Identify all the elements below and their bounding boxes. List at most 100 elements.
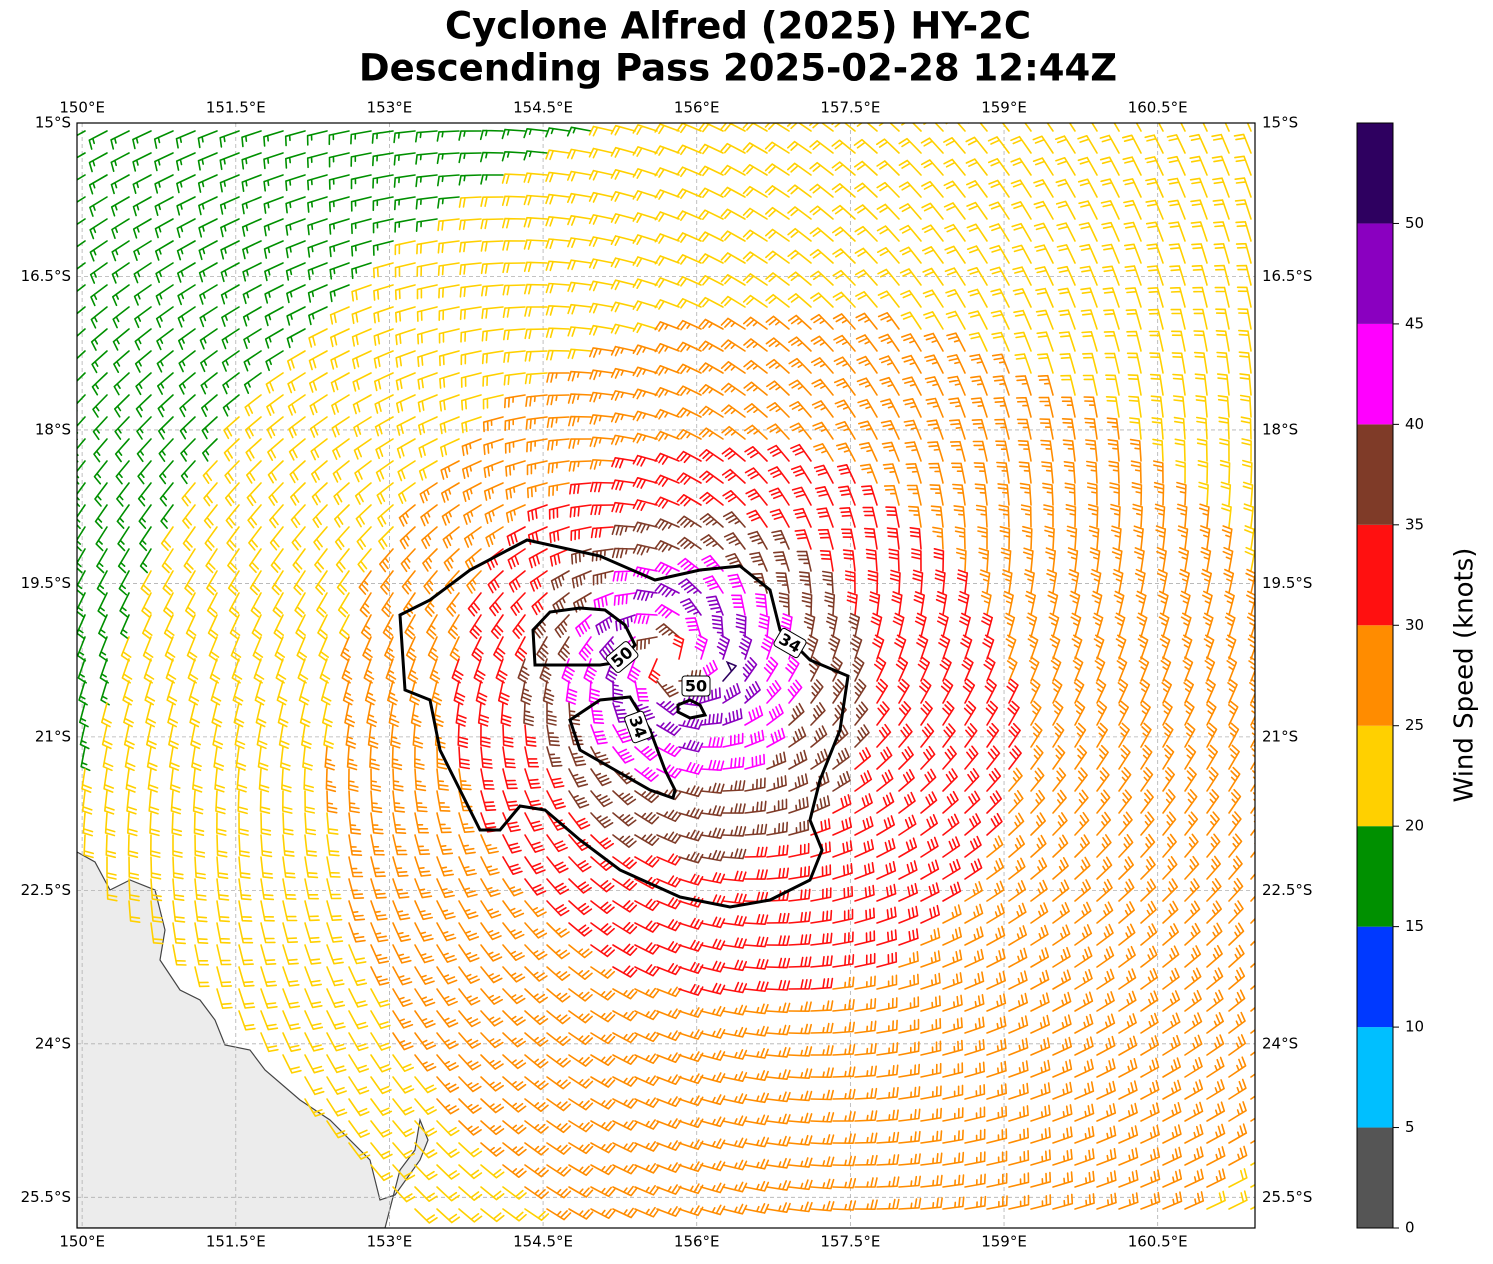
wind-barb bbox=[921, 224, 944, 242]
wind-barb bbox=[209, 658, 221, 684]
wind-barb bbox=[1228, 811, 1242, 836]
wind-barb bbox=[755, 593, 768, 616]
wind-barb bbox=[340, 636, 351, 662]
wind-barb bbox=[949, 419, 966, 440]
wind-barb bbox=[546, 372, 570, 383]
wind-barb bbox=[1162, 945, 1180, 968]
wind-barb bbox=[523, 239, 548, 250]
wind-barb bbox=[656, 1074, 682, 1085]
wind-barb bbox=[1118, 945, 1136, 968]
wind-barb bbox=[524, 856, 546, 875]
y-tick-label-left: 18°S bbox=[35, 420, 71, 438]
wind-barb bbox=[722, 780, 746, 792]
wind-barb bbox=[788, 1201, 813, 1213]
wind-barb bbox=[437, 218, 460, 232]
wind-barb bbox=[392, 944, 412, 964]
wind-barb bbox=[242, 240, 262, 260]
wind-barb bbox=[1118, 1169, 1139, 1188]
wind-barb bbox=[501, 128, 526, 140]
wind-barb bbox=[1074, 700, 1086, 726]
wind-barb bbox=[744, 1203, 770, 1214]
wind-barb bbox=[787, 123, 812, 132]
wind-barb bbox=[590, 988, 616, 1001]
wind-barb bbox=[371, 130, 394, 144]
wind-barb bbox=[722, 490, 746, 506]
wind-barb bbox=[436, 1032, 459, 1050]
wind-barb bbox=[502, 834, 522, 854]
title: Cyclone Alfred (2025) HY-2C bbox=[445, 5, 1031, 48]
colorbar-segment bbox=[1357, 1027, 1393, 1128]
wind-barb bbox=[1243, 503, 1254, 528]
wind-barb bbox=[766, 1113, 791, 1125]
wind-barb bbox=[810, 1089, 834, 1101]
wind-barb bbox=[501, 195, 526, 207]
wind-barb bbox=[1014, 353, 1032, 374]
wind-barb bbox=[942, 745, 957, 770]
wind-barb bbox=[458, 218, 482, 231]
wind-barb bbox=[436, 944, 457, 963]
wind-barb bbox=[853, 160, 878, 176]
colorbar-tick-label: 40 bbox=[1405, 415, 1424, 433]
colorbar-segment bbox=[1357, 223, 1393, 324]
wind-barb bbox=[654, 430, 680, 442]
wind-barb bbox=[199, 328, 218, 350]
wind-barb bbox=[172, 900, 186, 923]
wind-barb bbox=[1074, 789, 1089, 814]
wind-barb bbox=[1096, 1035, 1116, 1056]
wind-barb bbox=[1110, 503, 1121, 528]
wind-barb bbox=[304, 812, 317, 836]
wind-barb bbox=[1228, 1123, 1248, 1144]
wind-barb bbox=[176, 218, 196, 238]
wind-barb bbox=[612, 856, 637, 870]
wind-barb bbox=[480, 174, 504, 185]
wind-barb bbox=[568, 1164, 594, 1176]
wind-barb bbox=[1072, 656, 1084, 682]
wind-barb bbox=[891, 591, 903, 616]
wind-barb bbox=[373, 350, 394, 369]
wind-barb bbox=[908, 505, 922, 528]
wind-barb bbox=[505, 504, 526, 523]
wind-barb bbox=[348, 988, 368, 1008]
wind-barb bbox=[942, 1151, 965, 1166]
wind-barb bbox=[274, 636, 286, 662]
wind-barb bbox=[720, 230, 746, 242]
wind-barb bbox=[854, 724, 870, 748]
wind-barb bbox=[699, 491, 724, 506]
wind-barb bbox=[898, 973, 920, 990]
wind-barb bbox=[1162, 1057, 1181, 1078]
wind-barb bbox=[415, 174, 438, 188]
wind-barb bbox=[182, 504, 196, 529]
wind-barb bbox=[1162, 1012, 1181, 1034]
wind-barb bbox=[588, 214, 614, 225]
wind-barb bbox=[678, 807, 704, 820]
wind-barb bbox=[568, 438, 592, 449]
y-tick-label-left: 22.5°S bbox=[21, 881, 71, 899]
wind-barb bbox=[881, 441, 900, 462]
wind-barb bbox=[414, 1120, 438, 1137]
wind-barb bbox=[813, 443, 834, 462]
wind-barb bbox=[1244, 525, 1255, 550]
wind-barb bbox=[503, 372, 526, 386]
wind-barb bbox=[527, 504, 548, 522]
wind-barb bbox=[857, 398, 878, 418]
wind-barb bbox=[458, 1208, 483, 1223]
wind-barb bbox=[503, 350, 526, 363]
wind-barb bbox=[942, 723, 956, 748]
wind-barb bbox=[1228, 989, 1246, 1012]
wind-barb bbox=[742, 251, 768, 264]
wind-barb bbox=[1206, 1123, 1226, 1144]
wind-barb bbox=[296, 636, 308, 662]
wind-barb bbox=[394, 196, 416, 211]
wind-barb bbox=[395, 306, 416, 323]
wind-barb bbox=[1211, 133, 1230, 154]
wind-barb bbox=[481, 328, 504, 342]
wind-barb bbox=[700, 982, 726, 995]
wind-barb bbox=[744, 800, 767, 814]
wind-barb bbox=[1030, 1149, 1051, 1166]
wind-barb bbox=[698, 362, 724, 374]
wind-barb bbox=[700, 1204, 726, 1216]
wind-barb bbox=[331, 416, 350, 438]
wind-barb bbox=[1238, 329, 1252, 352]
wind-barb bbox=[1113, 123, 1120, 132]
wind-barb bbox=[1206, 878, 1222, 902]
